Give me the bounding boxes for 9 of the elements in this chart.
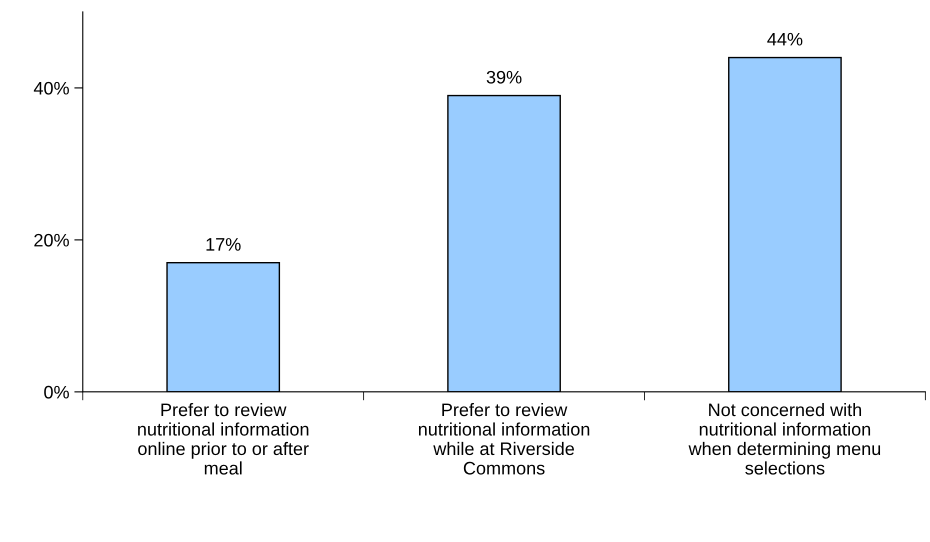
y-tick-label: 0% bbox=[44, 386, 69, 399]
x-tick-label: Prefer to review nutritional information online prior to or after meal bbox=[138, 402, 309, 475]
x-tick-label: Prefer to review nutritional information while at Riverside Commons bbox=[418, 402, 590, 475]
x-tick-label: Not concerned with nutritional information when determining menu selections bbox=[688, 402, 880, 475]
y-tick-label: 20% bbox=[34, 234, 69, 247]
data-label: 17% bbox=[206, 238, 241, 251]
data-label: 44% bbox=[767, 32, 802, 46]
data-label: 39% bbox=[486, 70, 522, 84]
y-tick-label: 40% bbox=[34, 82, 69, 95]
